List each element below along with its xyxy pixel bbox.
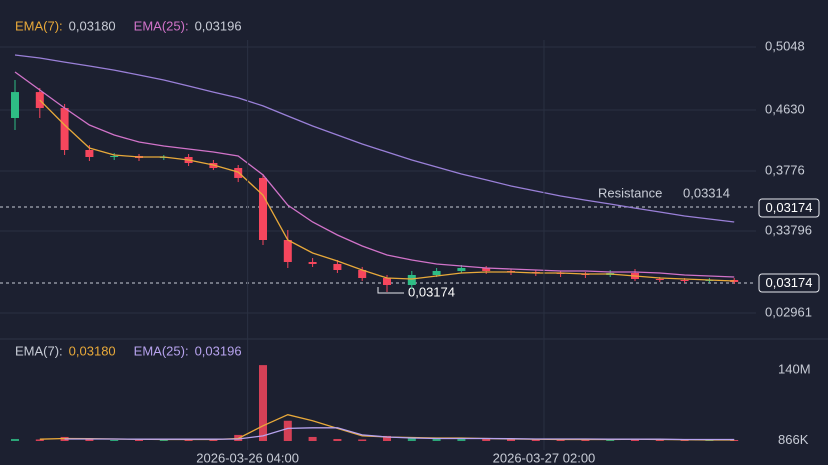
price-tag-box xyxy=(758,198,820,218)
volume-bar xyxy=(259,365,267,441)
x-tick-label: 2026-03-26 04:00 xyxy=(196,450,299,465)
volume-bar xyxy=(35,439,44,441)
legend-value: 0,03196 xyxy=(195,18,242,33)
candle-body xyxy=(308,261,317,264)
volume-bar xyxy=(655,439,664,441)
candle-body xyxy=(35,92,44,109)
volume-bar xyxy=(85,439,94,441)
y-tick-label: 0,3776 xyxy=(765,162,805,177)
volume-bar xyxy=(581,439,590,441)
candle-body xyxy=(432,270,441,276)
low-label: 0,03174 xyxy=(408,284,455,299)
x-tick-label: 2026-03-27 02:00 xyxy=(493,450,596,465)
candle-body xyxy=(407,275,416,286)
volume-bar xyxy=(11,438,19,441)
volume-bar xyxy=(135,439,143,441)
legend-label: EMA(25): xyxy=(134,18,189,33)
candle-body xyxy=(259,177,267,241)
legend-value: 0,03196 xyxy=(195,343,242,358)
candle-body xyxy=(680,280,689,282)
y-tick-label: 0,4630 xyxy=(765,101,805,116)
y-tick-label: 0,5048 xyxy=(765,38,805,53)
volume-bar xyxy=(556,439,565,441)
candle-body xyxy=(60,108,69,150)
volume-bar xyxy=(631,438,639,441)
price-tag: 0,03174 xyxy=(766,200,813,215)
candle-body xyxy=(482,268,491,271)
candle-body xyxy=(333,263,342,271)
legend-label: EMA(25): xyxy=(134,343,189,358)
candle-body xyxy=(358,270,367,279)
volume-bar xyxy=(680,439,689,441)
volume-bar xyxy=(159,439,168,441)
volume-bar xyxy=(531,439,540,441)
volume-bar xyxy=(333,438,342,441)
volume-bar xyxy=(358,439,367,441)
legend-value: 0,03180 xyxy=(69,18,116,33)
resistance-price: 0,03314 xyxy=(683,185,730,200)
volume-bar xyxy=(457,437,466,441)
y-tick-label: 0,02961 xyxy=(765,304,812,319)
candle-body xyxy=(457,268,466,271)
y-tick-label: 866K xyxy=(778,432,809,447)
price-tag-box xyxy=(758,273,820,293)
volume-bar xyxy=(507,439,515,441)
low-marker xyxy=(377,287,404,294)
volume-bar xyxy=(606,439,615,441)
ema-line xyxy=(14,71,735,278)
candle-body xyxy=(383,278,391,286)
volume-bar xyxy=(184,439,193,441)
candle-body xyxy=(655,278,664,281)
resistance-label: Resistance xyxy=(598,185,662,200)
price-tag: 0,03174 xyxy=(766,275,813,290)
candle-body xyxy=(85,150,94,157)
volume-bar xyxy=(283,420,292,441)
volume-bar xyxy=(407,437,416,441)
y-tick-label: 0,33796 xyxy=(765,222,812,237)
volume-bar xyxy=(432,438,441,441)
legend-value: 0,03180 xyxy=(69,343,116,358)
volume-bar xyxy=(308,436,317,441)
volume-bar xyxy=(110,439,119,441)
candle-body xyxy=(110,156,119,157)
volume-bar xyxy=(209,439,218,441)
candle-body xyxy=(11,92,19,118)
legend-label: EMA(7): xyxy=(15,343,63,358)
volume-bar xyxy=(383,435,391,441)
y-tick-label: 140M xyxy=(778,362,811,377)
ema-line xyxy=(14,54,735,223)
ema-line xyxy=(39,99,735,282)
candle-body xyxy=(283,240,292,262)
volume-ema-line xyxy=(64,427,735,441)
volume-bar xyxy=(482,438,491,441)
legend-label: EMA(7): xyxy=(15,18,63,33)
